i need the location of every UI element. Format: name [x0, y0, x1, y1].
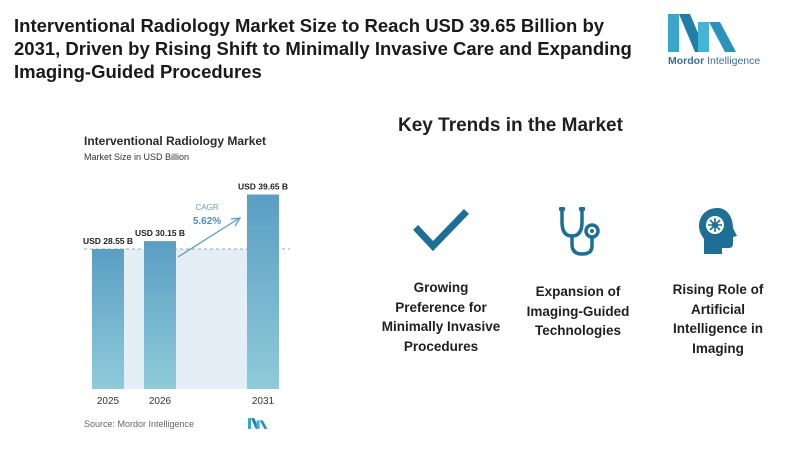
- chart-subtitle: Market Size in USD Billion: [84, 152, 190, 162]
- value-label-2025: USD 28.55 B: [83, 236, 133, 246]
- key-trends-title: Key Trends in the Market: [398, 115, 623, 136]
- mordor-small-logo-icon: [248, 418, 268, 429]
- trend-ai-imaging: Rising Role of Artificial Intelligence i…: [658, 206, 778, 358]
- trend-label: Rising Role of Artificial Intelligence i…: [672, 282, 764, 356]
- bar-2025: [92, 248, 124, 389]
- trend-imaging-guided: Expansion of Imaging-Guided Technologies: [518, 206, 638, 341]
- trend-minimally-invasive: Growing Preference for Minimally Invasiv…: [381, 206, 501, 356]
- chart-title: Interventional Radiology Market: [84, 134, 267, 148]
- cagr-value: 5.62%: [193, 216, 221, 227]
- trend-label: Growing Preference for Minimally Invasiv…: [381, 280, 501, 354]
- brand-name: Mordor Intelligence: [668, 55, 761, 67]
- brand: Mordor Intelligence: [668, 14, 778, 67]
- bar-2026: [144, 241, 176, 389]
- mordor-intelligence-logo-icon: [668, 14, 736, 52]
- bar-2031: [247, 194, 279, 389]
- checkmark-icon: [413, 209, 469, 252]
- stethoscope-icon: [559, 207, 600, 256]
- x-tick-2031: 2031: [252, 396, 275, 407]
- cagr-arrow: [177, 218, 239, 258]
- value-label-2031: USD 39.65 B: [238, 182, 288, 192]
- value-label-2026: USD 30.15 B: [135, 228, 185, 238]
- cagr-label: CAGR: [195, 203, 218, 212]
- x-tick-2026: 2026: [149, 396, 172, 407]
- cagr-arrowhead: [230, 217, 242, 227]
- trend-label: Expansion of Imaging-Guided Technologies: [526, 284, 630, 338]
- ai-brain-head-icon: [699, 208, 737, 254]
- chart-source: Source: Mordor Intelligence: [84, 419, 195, 429]
- x-tick-2025: 2025: [97, 396, 120, 407]
- headline: Interventional Radiology Market Size to …: [14, 15, 632, 82]
